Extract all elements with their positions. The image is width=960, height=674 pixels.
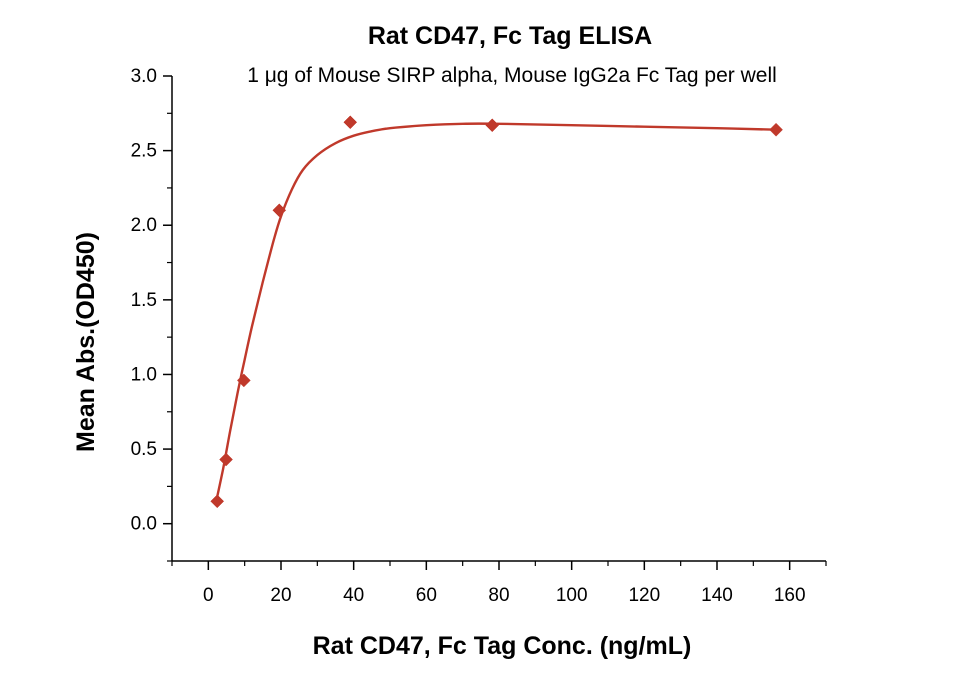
data-point-diamond — [219, 452, 233, 467]
y-tick-label: 1.0 — [131, 364, 157, 385]
x-tick-label: 80 — [488, 585, 509, 606]
x-tick-label: 20 — [270, 585, 291, 606]
data-point-diamond — [769, 122, 783, 137]
x-tick-label: 0 — [203, 585, 214, 606]
y-tick-label: 2.0 — [131, 215, 157, 236]
chart-title: Rat CD47, Fc Tag ELISA — [368, 22, 652, 50]
y-tick-label: 0.5 — [131, 439, 157, 460]
axes: 0.0 0.5 1.0 1.5 2.0 2.5 3.0 0 20 40 60 80 100 120 140 1… — [131, 66, 827, 606]
x-tick-label: 60 — [416, 585, 437, 606]
chart-subtitle: 1 μg of Mouse SIRP alpha, Mouse IgG2a Fc… — [247, 64, 777, 87]
y-tick-label: 1.5 — [131, 290, 157, 311]
data-point-diamond — [210, 494, 225, 509]
y-axis-title: Mean Abs.(OD450) — [72, 232, 100, 452]
x-tick-label: 160 — [774, 585, 806, 606]
data-point-diamond — [272, 203, 287, 218]
data-point-diamond — [236, 373, 251, 388]
y-tick-label: 3.0 — [131, 66, 157, 87]
x-axis-title: Rat CD47, Fc Tag Conc. (ng/mL) — [313, 632, 692, 660]
plot-area — [210, 115, 783, 509]
fit-curve-line — [214, 122, 777, 505]
x-tick-label: 120 — [628, 585, 660, 606]
y-tick-label: 2.5 — [131, 141, 157, 162]
x-tick-label: 100 — [556, 585, 588, 606]
data-point-diamond — [343, 115, 358, 130]
y-tick-label: 0.0 — [131, 514, 157, 535]
x-tick-label: 140 — [701, 585, 733, 606]
x-tick-label: 40 — [343, 585, 364, 606]
data-point-diamond — [485, 118, 500, 133]
